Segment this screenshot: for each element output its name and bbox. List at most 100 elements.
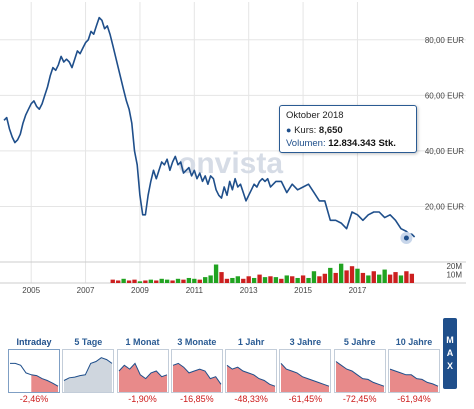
volume-bar [126,280,132,283]
volume-bar [398,275,404,283]
timeframe-thumbnail [225,349,278,393]
timeframe-5-tage[interactable]: 5 Tage [62,336,115,406]
volume-bar [208,275,213,283]
timeframe-label: 5 Jahre [343,337,376,347]
timeframe-performance: -1,90% [128,394,157,404]
timeframe-sparkline [118,362,167,392]
sparkline-line [118,362,167,380]
timeframe-performance: -61,45% [288,394,323,404]
timeframe-10-jahre[interactable]: 10 Jahre -61,94% [387,336,440,406]
timeframe-sparkline [172,362,222,392]
timeframe-1-monat[interactable]: 1 Monat -1,90% [116,336,169,406]
sparkline-line [226,364,276,387]
volume-bar [306,277,311,283]
volume-bar [181,279,186,283]
volume-bar [322,273,328,283]
x-tick-label: 2017 [349,286,367,295]
timeframe-1-jahr[interactable]: 1 Jahr -48,33% [225,336,278,406]
x-tick-label: 2015 [294,286,312,295]
tooltip-volume-label: Volumen: [286,138,326,149]
volume-bar [300,275,306,283]
volume-bar [251,277,257,283]
volume-bar [338,263,344,283]
volume-bar [257,274,262,283]
volume-bar [148,279,153,283]
timeframe-sparkline [64,357,113,392]
timeframe-sparkline [226,364,276,392]
volume-bar [137,281,143,283]
timeframe-performance: -16,85% [180,394,214,404]
sparkline-line [389,368,439,387]
timeframe-performance: -48,33% [234,394,268,404]
volume-bar [387,274,393,283]
watermark: onvista [178,147,283,180]
volume-bar [393,272,398,283]
volume-bar [164,279,170,283]
x-tick-label: 2011 [186,286,204,295]
timeframe-3-jahre[interactable]: 3 Jahre -61,45% [279,336,332,406]
timeframe-intraday[interactable]: Intraday -2,46% [8,336,60,406]
volume-bar [377,274,382,283]
volume-tick-label: 10M [446,271,462,280]
timeframe-label: 1 Monat [125,337,160,347]
sparkline-line [10,362,59,387]
x-tick-label: 2009 [131,286,149,295]
volume-bar [213,264,219,283]
timeframe-label: 3 Jahre [289,337,322,347]
sparkline-area [31,374,58,392]
tooltip-kurs-value: 8,650 [318,125,343,136]
timeframe-thumbnail [116,349,169,393]
volume-bar [175,278,181,283]
timeframe-label: 1 Jahr [237,337,265,347]
volume-bar [311,271,317,283]
sparkline-area [172,363,221,392]
volume-bar [186,277,192,283]
volume-tick-label: 20M [446,262,462,271]
volume-bar [333,272,338,283]
volume-bar [230,277,235,283]
timeframe-sparkline [389,368,439,392]
volume-bar [116,280,121,283]
volume-bar [371,271,376,283]
volume-bar [268,276,273,283]
volume-bar [241,278,246,283]
price-chart[interactable]: onvista 20,00 EUR 40,00 EUR 60,00 EUR 80,00… [0,0,474,320]
timeframe-performance [62,393,114,406]
x-tick-label: 2007 [77,286,95,295]
timeframe-sparkline [10,362,59,392]
sparkline-area [64,357,113,392]
max-button-letter: M [446,335,454,345]
volume-bar [121,278,126,283]
volume-bar [235,276,241,283]
volume-bar [409,273,415,283]
volume-bar [328,267,333,283]
volume-bar [203,277,208,283]
tooltip-bullet-icon: ● [286,125,292,135]
volume-bar [154,280,159,283]
timeframe-5-jahre[interactable]: 5 Jahre -72,45% [333,336,386,406]
volume-bar [404,271,409,283]
current-price-marker[interactable] [403,235,409,241]
timeframe-label: 3 Monate [177,337,217,347]
price-line [3,16,416,238]
timeframe-selector: Intraday -2,46% 5 Tage 1 Monat -1,90% 3 Monat… [8,336,440,406]
volume-bar [355,268,360,283]
volume-bar [366,275,371,283]
sparkline-line [64,357,113,381]
volume-bar [170,280,175,283]
y-tick-label: 60,00 EUR [425,91,464,100]
timeframe-thumbnail [170,349,223,393]
tooltip-date: Oktober 2018 [286,110,344,121]
volume-bar [349,266,355,283]
y-axis-labels: 20,00 EUR 40,00 EUR 60,00 EUR 80,00 EUR [425,36,464,212]
timeframe-performance: -72,45% [342,394,377,404]
timeframe-performance: -61,94% [397,394,431,404]
timeframe-3-monate[interactable]: 3 Monate -16,85% [170,336,223,406]
timeframe-sparkline [335,361,384,392]
volume-bar [159,278,164,283]
volume-bar [295,277,300,283]
volume-bar [344,270,349,283]
y-tick-label: 80,00 EUR [425,36,464,45]
